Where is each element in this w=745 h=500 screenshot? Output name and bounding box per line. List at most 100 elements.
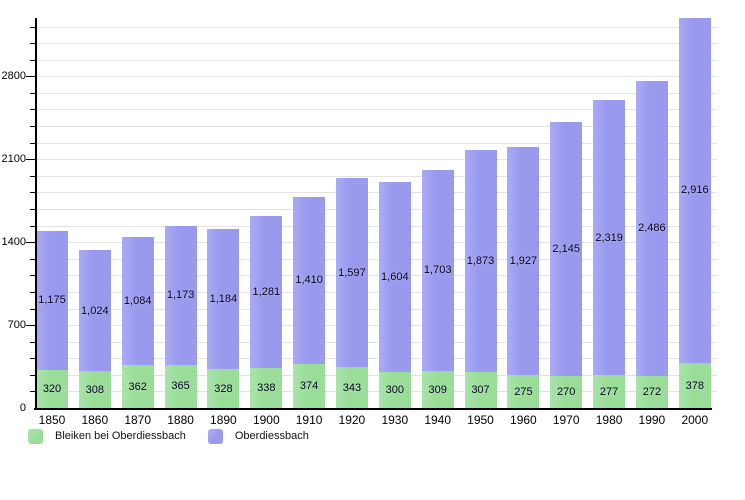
gridline bbox=[37, 358, 717, 360]
bar-value-bleiken: 277 bbox=[599, 385, 619, 398]
bar-group-1930: 1,604 300 bbox=[378, 182, 411, 408]
bar-segment-oberdiessbach bbox=[507, 147, 540, 376]
gridline bbox=[37, 391, 717, 393]
bar-group-1850: 1,175 320 bbox=[36, 230, 68, 408]
bar-segment-bleiken bbox=[78, 371, 111, 408]
y-axis-minor-tick bbox=[30, 43, 36, 45]
bar-value-bleiken: 378 bbox=[685, 379, 704, 392]
bar-segment-bleiken bbox=[121, 365, 154, 408]
y-axis-tick-label: 2100 bbox=[1, 153, 26, 166]
x-axis-tick-label: 1950 bbox=[467, 413, 494, 427]
bar-group-1890: 1,184 328 bbox=[207, 228, 240, 409]
gridline bbox=[37, 341, 717, 343]
gridline bbox=[37, 109, 717, 111]
y-axis-line bbox=[35, 18, 37, 409]
bar-value-bleiken: 365 bbox=[171, 380, 190, 393]
gridline bbox=[37, 59, 717, 61]
y-axis-minor-tick bbox=[30, 208, 36, 210]
bar-value-oberdiessbach: 1,604 bbox=[381, 271, 409, 284]
y-axis-minor-tick bbox=[30, 192, 36, 194]
bar-segment-oberdiessbach bbox=[550, 121, 583, 377]
bar-group-1970: 2,145 270 bbox=[550, 121, 583, 409]
bar-segment-oberdiessbach bbox=[593, 100, 626, 376]
y-axis-minor-tick bbox=[30, 109, 36, 111]
bar-value-oberdiessbach: 1,927 bbox=[509, 255, 538, 268]
bar-segment-bleiken bbox=[335, 367, 368, 408]
y-axis-minor-tick bbox=[30, 308, 36, 310]
x-axis-tick-label: 1980 bbox=[595, 413, 623, 427]
gridline bbox=[37, 291, 717, 293]
x-axis-tick-label: 1860 bbox=[81, 413, 109, 427]
y-axis-tick-label: 0 bbox=[19, 402, 26, 414]
y-axis-minor-tick bbox=[30, 126, 36, 127]
gridline bbox=[37, 92, 717, 94]
gridline bbox=[37, 159, 717, 161]
x-axis-tick-label: 1890 bbox=[210, 413, 237, 427]
bar-value-bleiken: 343 bbox=[342, 381, 362, 394]
bar-segment-oberdiessbach bbox=[250, 216, 283, 368]
bar-value-bleiken: 307 bbox=[471, 383, 490, 396]
x-axis-tick-label: 1850 bbox=[38, 413, 66, 427]
x-axis-tick-label: 1930 bbox=[381, 413, 409, 427]
bar-group-1870: 1,084 362 bbox=[121, 236, 154, 408]
bar-value-bleiken: 362 bbox=[128, 380, 147, 393]
bar-segment-oberdiessbach bbox=[678, 17, 711, 364]
bar-segment-bleiken bbox=[250, 367, 283, 408]
bar-value-bleiken: 374 bbox=[299, 379, 319, 392]
y-axis-minor-tick bbox=[30, 225, 36, 227]
bar-segment-bleiken bbox=[550, 376, 583, 409]
bar-value-oberdiessbach: 2,916 bbox=[681, 184, 709, 197]
y-axis-tick-label: 2800 bbox=[1, 70, 26, 83]
gridline bbox=[37, 208, 717, 210]
bar-segment-oberdiessbach bbox=[293, 196, 326, 364]
y-axis-major-tick bbox=[26, 242, 36, 244]
bar-value-oberdiessbach: 1,873 bbox=[466, 254, 495, 267]
bar-segment-oberdiessbach bbox=[164, 225, 197, 365]
bar-group-1950: 1,873 307 bbox=[464, 149, 497, 408]
bar-segment-bleiken bbox=[593, 375, 626, 408]
bar-value-oberdiessbach: 1,024 bbox=[81, 304, 109, 317]
x-axis-tick-label: 2000 bbox=[681, 413, 709, 427]
bar-group-1910: 1,410 374 bbox=[293, 196, 326, 408]
bar-segment-bleiken bbox=[164, 364, 197, 408]
bar-segment-bleiken bbox=[421, 371, 454, 408]
bar-value-bleiken: 300 bbox=[385, 384, 404, 397]
gridline bbox=[37, 76, 717, 78]
x-axis-tick-label: 1990 bbox=[638, 413, 666, 427]
y-axis-minor-tick bbox=[30, 275, 36, 277]
bar-segment-oberdiessbach bbox=[421, 169, 454, 372]
bar-value-bleiken: 338 bbox=[257, 381, 276, 394]
bar-value-oberdiessbach: 2,486 bbox=[638, 222, 666, 235]
bar-value-oberdiessbach: 2,319 bbox=[595, 231, 623, 244]
gridline bbox=[37, 175, 717, 177]
y-axis-minor-tick bbox=[30, 391, 36, 393]
y-axis-major-tick bbox=[26, 76, 36, 78]
bar-group-2000: 2,916 378 bbox=[678, 17, 711, 408]
bar-group-1860: 1,024 308 bbox=[78, 250, 111, 408]
bar-segment-bleiken bbox=[207, 369, 240, 409]
bar-segment-bleiken bbox=[635, 375, 668, 408]
gridline bbox=[37, 325, 717, 327]
bar-value-oberdiessbach: 2,145 bbox=[552, 242, 580, 255]
y-axis-minor-tick bbox=[30, 291, 36, 293]
x-axis-line bbox=[34, 408, 712, 410]
legend: Bleiken bei Oberdiessbach Oberdiessbach bbox=[28, 429, 331, 444]
bar-segment-bleiken bbox=[293, 363, 326, 408]
bar-group-1990: 2,486 272 bbox=[635, 81, 668, 408]
x-axis-tick-label: 1910 bbox=[295, 413, 323, 427]
bar-segment-bleiken bbox=[36, 370, 68, 408]
bar-value-oberdiessbach: 1,597 bbox=[338, 266, 366, 279]
x-axis-tick-label: 1900 bbox=[252, 413, 280, 427]
gridline bbox=[37, 275, 717, 277]
x-axis-tick-label: 1880 bbox=[167, 413, 194, 427]
bar-segment-oberdiessbach bbox=[36, 230, 68, 371]
y-axis-tick-label: 1400 bbox=[1, 236, 26, 249]
legend-item-oberdiessbach: Oberdiessbach bbox=[207, 429, 309, 444]
y-axis-minor-tick bbox=[30, 341, 36, 343]
bar-value-bleiken: 320 bbox=[42, 383, 62, 396]
y-axis-minor-tick bbox=[30, 374, 36, 376]
bar-segment-oberdiessbach bbox=[635, 81, 668, 376]
bar-segment-oberdiessbach bbox=[121, 236, 154, 366]
bar-value-oberdiessbach: 1,173 bbox=[166, 289, 195, 302]
